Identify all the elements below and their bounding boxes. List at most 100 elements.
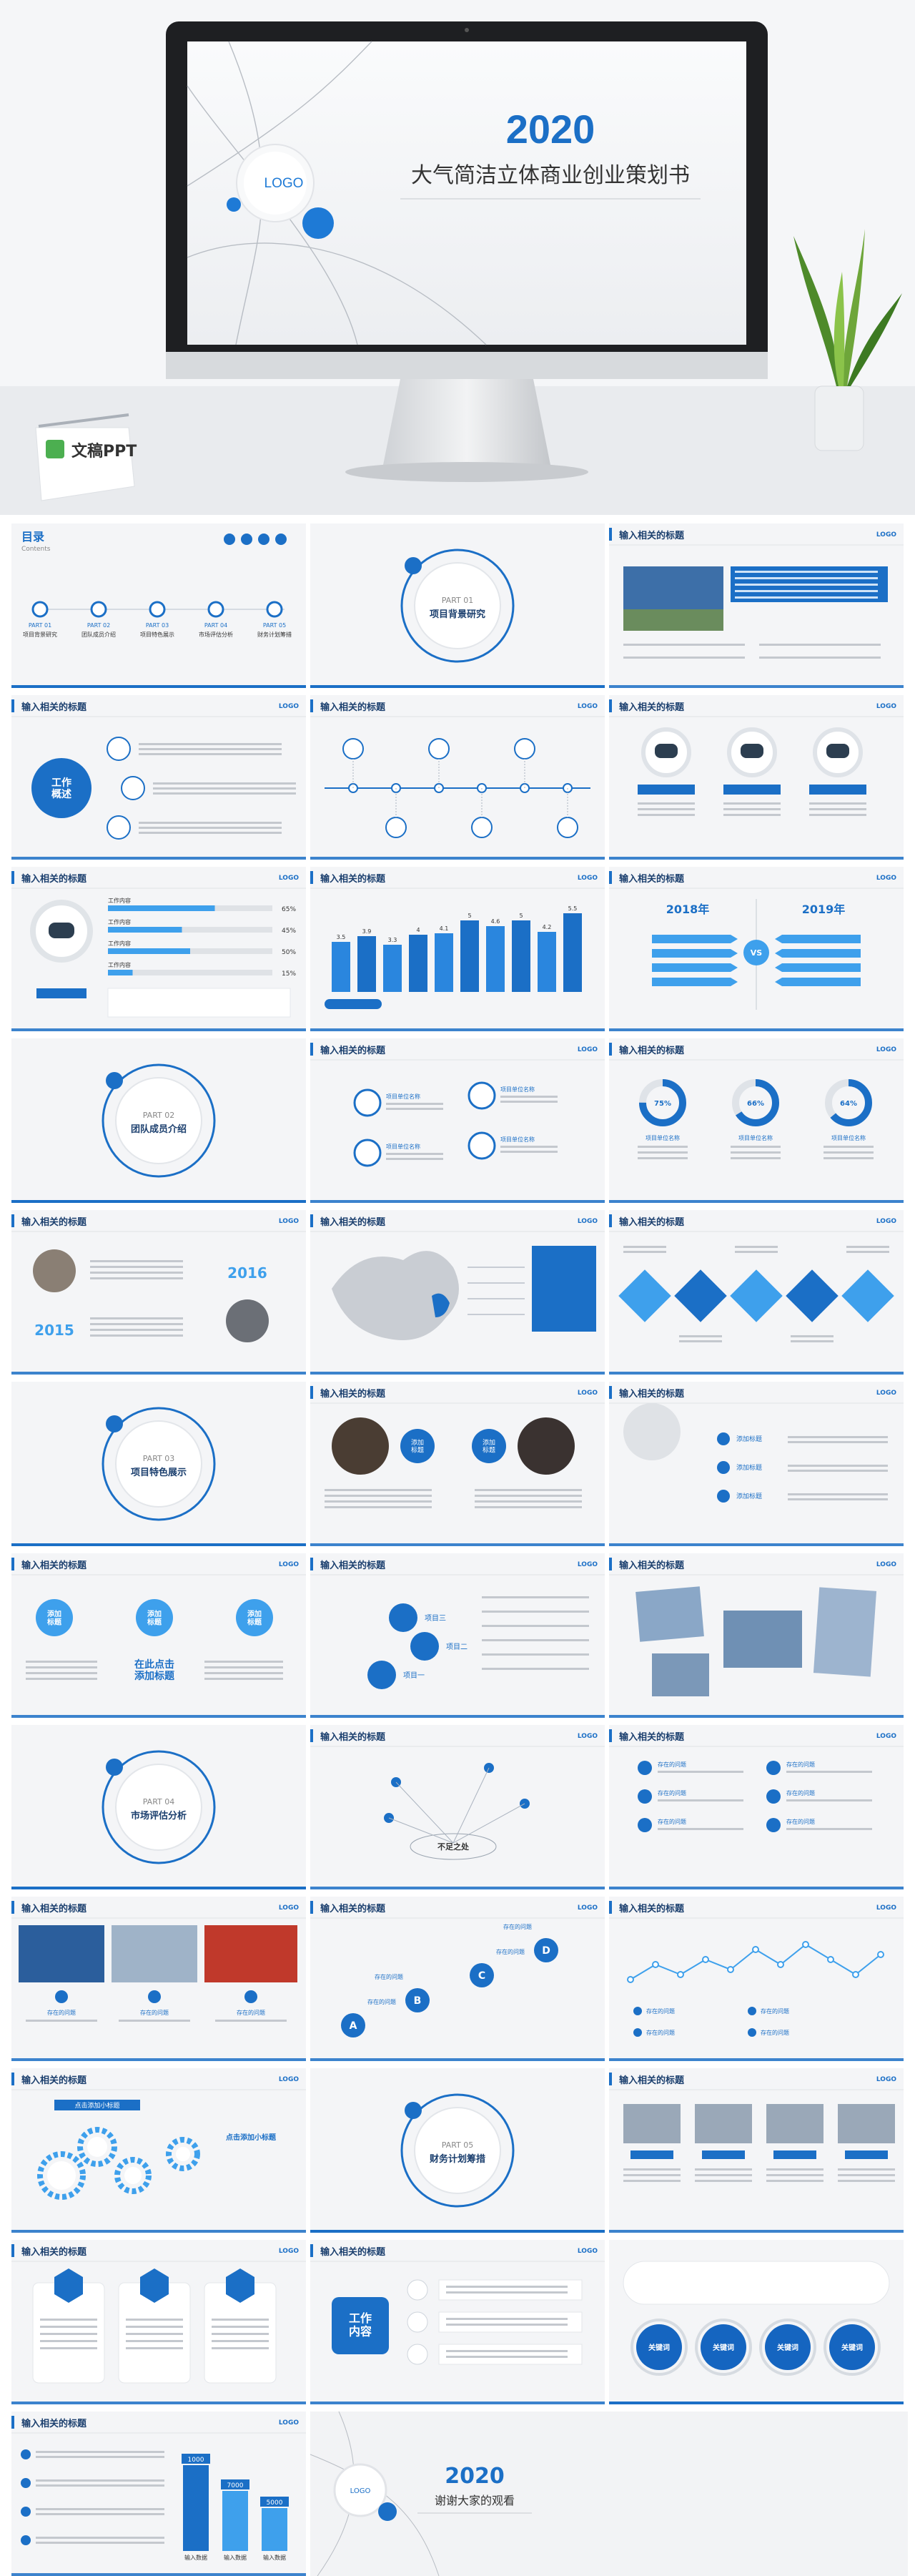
slide-photo-collage: 输入相关的标题 LOGO <box>609 1553 904 1718</box>
arrow-bar <box>775 935 861 943</box>
slide-logo: LOGO <box>578 1218 598 1225</box>
work-node[interactable] <box>107 737 131 761</box>
add-title-circle[interactable] <box>36 1599 73 1636</box>
add-title-circle[interactable] <box>472 1429 506 1463</box>
slide-card[interactable] <box>310 1553 605 1718</box>
timeline-node[interactable] <box>520 783 530 793</box>
slide-card[interactable] <box>11 1038 306 1203</box>
slide-card[interactable] <box>11 695 306 860</box>
add-title-circle[interactable] <box>236 1599 273 1636</box>
letter-badge[interactable] <box>534 1938 558 1962</box>
slide-card[interactable] <box>310 2068 605 2233</box>
slide-card[interactable] <box>11 1553 306 1718</box>
ending-card[interactable] <box>310 2412 908 2576</box>
slide-card[interactable] <box>11 1897 306 2061</box>
slide-card[interactable] <box>310 867 605 1031</box>
slide-logo: LOGO <box>876 1218 896 1225</box>
slide-card[interactable] <box>609 2068 904 2233</box>
toc-icon[interactable] <box>224 534 235 545</box>
slide-card[interactable] <box>609 1553 904 1718</box>
slide-card[interactable] <box>310 1897 605 2061</box>
project-circle[interactable] <box>410 1632 439 1661</box>
header-accent <box>609 1729 612 1742</box>
slide-final-bars: 输入相关的标题 LOGO10001000输入数据70007000输入数据50005… <box>11 2412 306 2576</box>
slide-card[interactable] <box>11 2412 306 2576</box>
letter-badge[interactable] <box>405 1988 430 2012</box>
project-circle[interactable] <box>367 1661 396 1689</box>
brand-text: 文稿PPT <box>71 442 137 461</box>
team-icon[interactable] <box>353 1088 382 1117</box>
slide-card[interactable] <box>310 2240 605 2404</box>
timeline-node[interactable] <box>391 783 401 793</box>
slide-logo: LOGO <box>876 1733 896 1740</box>
footer-bar <box>310 1372 605 1375</box>
slide-card[interactable] <box>310 1210 605 1375</box>
slide-card[interactable] <box>609 1382 904 1546</box>
year-2019: 2019年 <box>802 903 846 916</box>
slide-card[interactable] <box>609 2240 904 2404</box>
slide-card[interactable] <box>11 523 306 688</box>
slide-logo: LOGO <box>876 703 896 710</box>
slide-card[interactable] <box>609 1038 904 1203</box>
team-icon[interactable] <box>353 1139 382 1167</box>
slide-card[interactable] <box>11 1725 306 1889</box>
slide-card[interactable] <box>11 2068 306 2233</box>
toc-node[interactable] <box>266 601 283 618</box>
progress-label-badge <box>36 988 86 998</box>
add-title-circle[interactable] <box>400 1429 435 1463</box>
slide-card[interactable] <box>609 867 904 1031</box>
bar <box>563 913 582 992</box>
toc-node[interactable] <box>90 601 107 618</box>
slide-card[interactable] <box>11 1210 306 1375</box>
team-icon[interactable] <box>468 1131 496 1160</box>
slide-header: 输入相关的标题 <box>619 1388 685 1400</box>
toc-icon[interactable] <box>258 534 269 545</box>
keyword-circle[interactable] <box>765 2324 811 2370</box>
progress-label: 工作内容 <box>108 897 131 904</box>
bar-value: 5 <box>468 913 471 919</box>
work-node[interactable] <box>107 815 131 840</box>
slide-card[interactable] <box>609 1725 904 1889</box>
toc-icon[interactable] <box>241 534 252 545</box>
timeline-node[interactable] <box>348 783 358 793</box>
timeline-node[interactable] <box>563 783 573 793</box>
slide-card[interactable] <box>310 523 605 688</box>
slide-card[interactable] <box>609 523 904 688</box>
slide-toc: 目录 Contents PART 01 项目背景研究 PART 02 团队成员介绍 PART… <box>11 523 306 688</box>
project-circle[interactable] <box>389 1603 417 1632</box>
keyword-circle[interactable] <box>701 2324 746 2370</box>
slide-card[interactable] <box>11 867 306 1031</box>
slide-card[interactable] <box>310 1038 605 1203</box>
china-map <box>332 1251 459 1340</box>
add-title-circle[interactable] <box>136 1599 173 1636</box>
team-icon[interactable] <box>468 1081 496 1110</box>
toc-node[interactable] <box>31 601 49 618</box>
timeline-node[interactable] <box>477 783 487 793</box>
toc-node[interactable] <box>207 601 224 618</box>
slide-card[interactable] <box>310 1725 605 1889</box>
letter-badge[interactable] <box>470 1963 494 1987</box>
add-title-text: 添加 <box>147 1609 162 1618</box>
work-node[interactable] <box>121 776 145 800</box>
slide-card[interactable] <box>11 2240 306 2404</box>
slide-card[interactable] <box>609 1210 904 1375</box>
toc-node[interactable] <box>149 601 166 618</box>
progress-label: 工作内容 <box>108 961 131 968</box>
timeline-node[interactable] <box>434 783 444 793</box>
list-title: 添加标题 <box>736 1463 762 1472</box>
year-photo <box>33 1249 76 1292</box>
letter-text: C <box>478 1970 485 1982</box>
slide-card[interactable] <box>310 695 605 860</box>
slide-card[interactable] <box>609 695 904 860</box>
slide-logo: LOGO <box>578 1046 598 1053</box>
keyword-circle[interactable] <box>636 2324 682 2370</box>
letter-badge[interactable] <box>341 2013 365 2037</box>
part-icon <box>106 1759 123 1776</box>
keyword-circle[interactable] <box>829 2324 875 2370</box>
slide-card[interactable] <box>310 1382 605 1546</box>
header-accent <box>609 1386 612 1399</box>
toc-icon[interactable] <box>275 534 287 545</box>
ending-dot <box>378 2502 397 2521</box>
slide-card[interactable] <box>11 1382 306 1546</box>
slide-card[interactable] <box>609 1897 904 2061</box>
